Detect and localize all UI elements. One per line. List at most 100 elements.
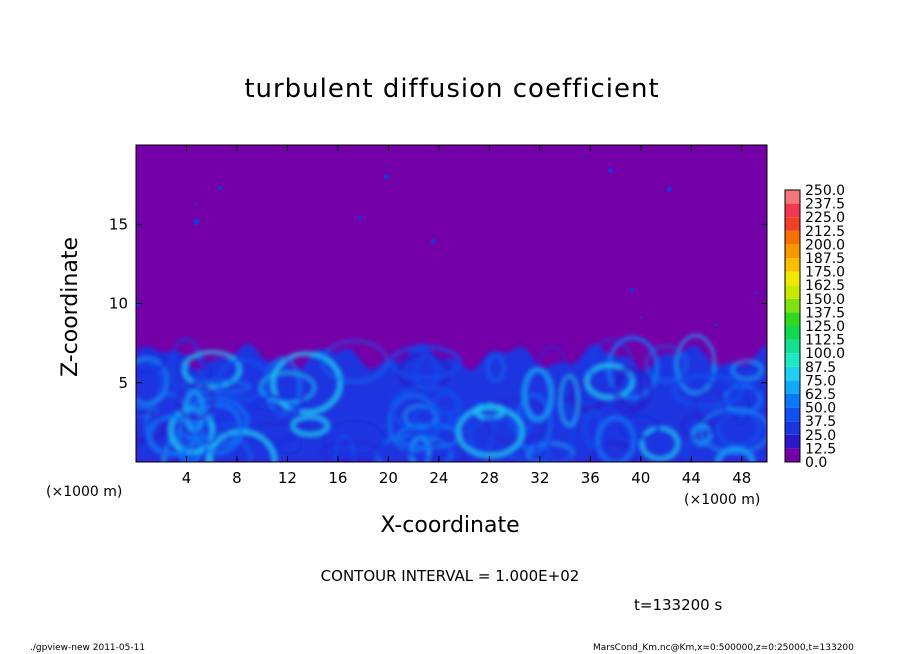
field-texture xyxy=(136,334,767,462)
small-patch xyxy=(431,238,436,244)
colorbar-label: 212.5 xyxy=(805,224,845,240)
x-tick-label: 28 xyxy=(480,469,499,487)
x-tick-label: 12 xyxy=(278,469,297,487)
y-tick-label: 5 xyxy=(118,374,128,392)
x-tick-label: 48 xyxy=(732,469,751,487)
colorbar-label: 137.5 xyxy=(805,305,845,321)
eddy xyxy=(189,433,252,462)
turbulent-field xyxy=(136,155,767,462)
x-tick-label: 44 xyxy=(682,469,701,487)
eddy xyxy=(548,425,578,462)
colorbar-swatch xyxy=(785,258,800,272)
eddy xyxy=(486,354,505,382)
colorbar-swatch xyxy=(785,326,800,340)
colorbar-swatch xyxy=(785,312,800,326)
x-tick-label: 4 xyxy=(182,469,192,487)
x-axis-label: X-coordinate xyxy=(380,513,520,538)
eddy xyxy=(613,365,644,416)
small-patch xyxy=(357,215,362,221)
eddy xyxy=(595,415,636,462)
colorbar-swatch xyxy=(785,434,800,449)
footer-right: MarsCond_Km.nc@Km,x=0:500000,z=0:25000,t… xyxy=(593,643,854,653)
eddy xyxy=(456,405,525,458)
x-tick-label: 20 xyxy=(379,469,398,487)
x-tick-label: 36 xyxy=(581,469,600,487)
colorbar-label: 100.0 xyxy=(805,346,845,362)
eddy xyxy=(432,391,459,417)
colorbar-frame xyxy=(784,189,801,463)
colorbar-swatch xyxy=(785,407,800,422)
contour-interval: CONTOUR INTERVAL = 1.000E+02 xyxy=(320,567,580,585)
x-unit-left: (×1000 m) xyxy=(46,484,123,500)
eddy xyxy=(411,406,453,427)
x-axis-ticks: 4 8 12 16 20 24 28 32 36 40 44 48 xyxy=(182,145,751,487)
small-patch xyxy=(666,186,672,192)
time-label: t=133200 s xyxy=(634,596,723,614)
eddy xyxy=(270,351,343,415)
eddy xyxy=(251,394,307,413)
colorbar-label: 175.0 xyxy=(805,265,845,281)
colorbar-swatch xyxy=(785,339,800,354)
colorbar-label: 150.0 xyxy=(805,292,845,308)
eddy xyxy=(136,412,165,462)
eddy xyxy=(671,373,744,409)
chart-title: turbulent diffusion coefficient xyxy=(244,74,660,104)
eddy xyxy=(321,340,388,383)
small-patch xyxy=(580,155,583,158)
colorbar-swatch xyxy=(785,271,800,286)
eddy xyxy=(522,367,554,422)
eddy xyxy=(699,408,767,454)
eddy xyxy=(467,402,495,454)
small-patch xyxy=(218,185,223,191)
footer-left: ./gpview-new 2011-05-11 xyxy=(30,643,146,653)
eddy xyxy=(182,350,242,389)
eddy xyxy=(584,363,635,400)
eddy xyxy=(193,402,243,455)
x-unit-right: (×1000 m) xyxy=(684,492,761,508)
small-patch xyxy=(714,323,718,327)
colorbar-swatch xyxy=(785,217,800,231)
eddy xyxy=(527,442,575,462)
colorbar-label: 112.5 xyxy=(805,333,845,349)
eddy xyxy=(508,444,551,462)
eddy xyxy=(291,415,330,437)
colorbar-swatch xyxy=(785,366,800,381)
small-patch xyxy=(639,316,642,319)
eddy xyxy=(389,385,463,433)
x-tick-label: 8 xyxy=(232,469,242,487)
eddy xyxy=(675,334,717,395)
colorbar-label: 187.5 xyxy=(805,251,845,267)
eddy xyxy=(181,380,251,394)
eddy xyxy=(136,357,169,405)
colorbar-swatch xyxy=(785,380,800,394)
colorbar-label: 237.5 xyxy=(805,197,845,213)
colorbar-label: 12.5 xyxy=(805,441,836,457)
eddy xyxy=(592,441,635,462)
colorbar-label: 25.0 xyxy=(805,428,836,444)
colorbar-label: 50.0 xyxy=(805,401,836,417)
eddy xyxy=(241,395,303,448)
eddy xyxy=(617,413,661,441)
y-axis-ticks: 5 10 15 xyxy=(109,215,767,392)
colorbar-label: 37.5 xyxy=(805,414,836,430)
colorbar-label: 200.0 xyxy=(805,237,845,253)
colorbar-label: 162.5 xyxy=(805,278,845,294)
eddy xyxy=(176,381,215,421)
eddy xyxy=(170,338,203,395)
small-patch xyxy=(755,291,758,294)
eddy xyxy=(731,359,763,381)
small-patch xyxy=(629,287,635,293)
x-tick-label: 32 xyxy=(530,469,549,487)
eddy xyxy=(606,335,659,400)
eddy xyxy=(516,394,552,454)
colorbar-swatch xyxy=(785,353,800,367)
eddy xyxy=(173,407,214,424)
eddy xyxy=(275,434,303,456)
eddy xyxy=(136,348,167,375)
eddy xyxy=(321,441,380,462)
colorbar-legend: 0.012.525.037.550.062.575.087.5100.0112.… xyxy=(784,183,845,471)
small-patch xyxy=(194,202,198,205)
x-tick-label: 16 xyxy=(328,469,347,487)
colorbar-label: 87.5 xyxy=(805,360,836,376)
